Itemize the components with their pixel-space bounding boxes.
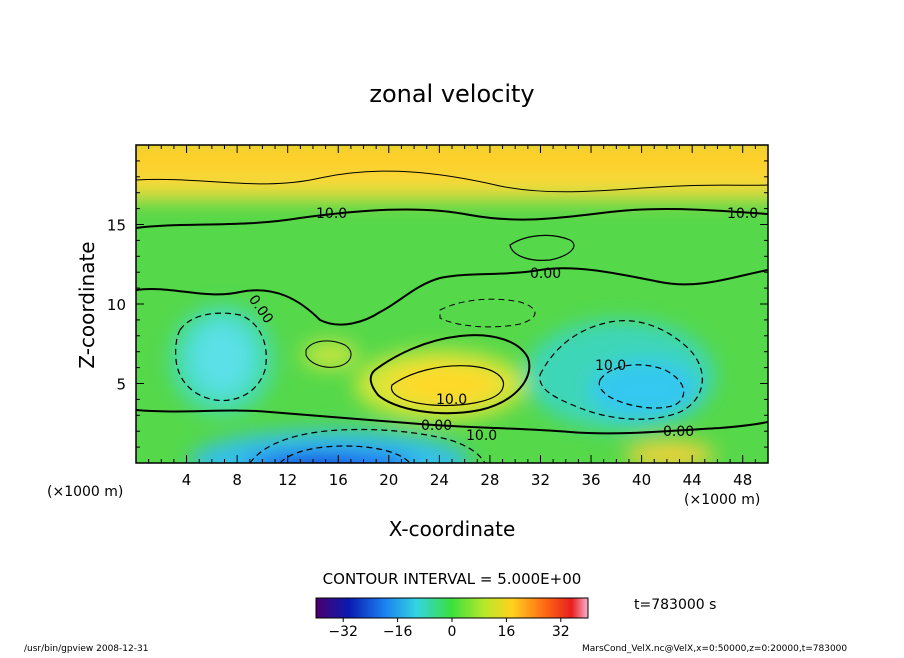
contour-neg5-right	[539, 320, 703, 420]
contour-0-lower	[136, 409, 768, 435]
x-unit-right: (×1000 m)	[684, 492, 760, 508]
field-shading	[136, 145, 768, 463]
bottom-negative-core	[246, 450, 414, 463]
y-axis-label: Z-coordinate	[75, 241, 99, 368]
x-tick-label: 28	[480, 471, 499, 489]
left-negative-core	[190, 320, 254, 396]
contour-label: 10.0	[466, 428, 497, 444]
chart-title: zonal velocity	[369, 80, 534, 108]
x-tick-label: 48	[733, 471, 752, 489]
contour-15-upper	[136, 170, 768, 193]
x-axis: 4 8 12 16 20 24 28 32 36 40 44 48	[148, 145, 756, 489]
x-unit-left: (×1000 m)	[47, 484, 123, 500]
y-tick-label: 10	[107, 296, 126, 314]
colorbar	[315, 597, 589, 619]
small-positive-blob	[302, 341, 358, 369]
x-tick-label: 36	[581, 471, 600, 489]
contour-neg10-right	[598, 364, 685, 409]
contour-neg5-left	[175, 312, 267, 402]
y-tick-label: 5	[116, 376, 126, 394]
x-tick-label: 40	[632, 471, 651, 489]
x-tick-label: 4	[182, 471, 192, 489]
x-tick-label: 20	[379, 471, 398, 489]
bottom-right-warm	[625, 441, 715, 463]
colorbar-ticks: −32 −16 0 16 32	[328, 618, 570, 640]
contour-5-small	[305, 340, 352, 368]
colorbar-tick-label: 32	[552, 624, 570, 640]
colorbar-tick-label: 16	[497, 624, 515, 640]
contour-label: 0.00	[530, 266, 561, 282]
x-tick-label: 12	[278, 471, 297, 489]
time-label: t=783000 s	[634, 597, 716, 613]
contour-0-mid	[136, 267, 768, 326]
contour-lines	[136, 170, 768, 463]
contour-10-upper	[136, 207, 768, 229]
y-axis: 5 10 15	[107, 160, 768, 448]
contour-neg5-center	[439, 298, 536, 328]
colorbar-tick-label: 0	[448, 624, 457, 640]
x-axis-label: X-coordinate	[389, 517, 516, 541]
colorbar-tick-label: −32	[328, 624, 358, 640]
x-tick-label: 44	[683, 471, 702, 489]
contour-5-upper-island	[509, 234, 575, 261]
footer-right: MarsCond_VelX.nc@VelX,x=0:50000,z=0:2000…	[582, 644, 847, 654]
y-tick-label: 15	[107, 217, 126, 235]
colorbar-tick-label: −16	[383, 624, 413, 640]
plot-area: 10.0 10.0 0.00 0.00 10.0 10.0 0.00 10.0 …	[136, 145, 768, 463]
contour-label: 10.0	[727, 206, 758, 222]
mid-jet-core	[390, 365, 500, 405]
upper-warm-core	[136, 145, 768, 175]
contour-label: 0.00	[421, 418, 452, 434]
contour-label: 10.0	[595, 358, 626, 374]
contour-interval-label: CONTOUR INTERVAL = 5.000E+00	[323, 570, 582, 588]
contour-neg20-bottom	[279, 445, 411, 463]
contour-label: 10.0	[436, 392, 467, 408]
contour-10-jet	[390, 365, 504, 407]
x-tick-label: 16	[329, 471, 348, 489]
x-tick-label: 8	[232, 471, 242, 489]
x-tick-label: 32	[531, 471, 550, 489]
contour-5-jet	[369, 334, 531, 415]
contour-neg10-bottom	[249, 428, 486, 463]
right-negative-core	[590, 360, 700, 420]
contour-label: 10.0	[316, 206, 347, 222]
footer-left: /usr/bin/gpview 2008-12-31	[24, 644, 148, 654]
x-tick-label: 24	[430, 471, 449, 489]
contour-label: 0.00	[663, 424, 694, 440]
